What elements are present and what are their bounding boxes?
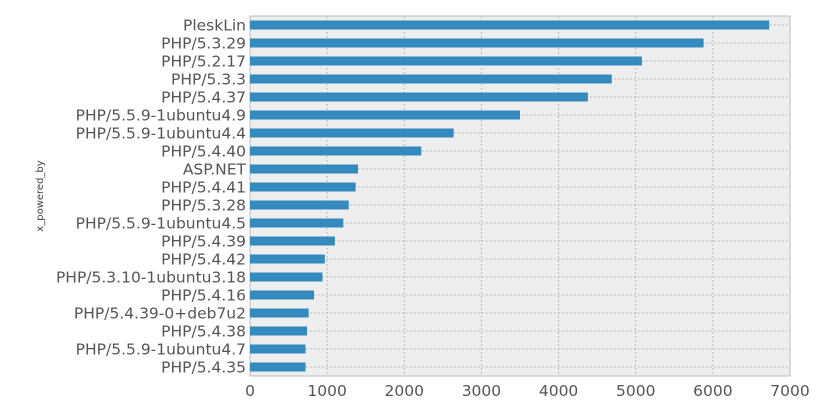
bar (250, 20, 770, 30)
bar (250, 164, 358, 174)
bar (250, 200, 349, 210)
category-label: PHP/5.4.38 (161, 323, 246, 341)
category-label: PHP/5.3.29 (161, 35, 246, 53)
bar (250, 182, 356, 192)
x-tick-label: 0 (245, 382, 255, 400)
bar (250, 308, 309, 318)
bars (250, 20, 770, 372)
bar (250, 38, 704, 48)
category-label: PHP/5.4.40 (161, 143, 246, 161)
category-label: PHP/5.4.37 (161, 89, 246, 107)
category-label: ASP.NET (183, 161, 247, 179)
x-tick-label: 5000 (616, 382, 655, 400)
category-label: PHP/5.5.9-1ubuntu4.7 (76, 341, 246, 359)
category-labels: PleskLinPHP/5.3.29PHP/5.2.17PHP/5.3.3PHP… (56, 17, 247, 377)
category-label: PHP/5.4.16 (161, 287, 246, 305)
x-tick-label: 3000 (462, 382, 501, 400)
category-label: PHP/5.4.39 (161, 233, 246, 251)
category-label: PHP/5.3.10-1ubuntu3.18 (56, 269, 246, 287)
bar (250, 218, 344, 228)
x-tick-label: 4000 (539, 382, 578, 400)
bar (250, 326, 308, 336)
plot-area (249, 15, 791, 377)
bar (250, 146, 422, 156)
category-label: PHP/5.3.28 (161, 197, 246, 215)
x-tick-label: 7000 (770, 382, 809, 400)
x-tick-label: 1000 (307, 382, 346, 400)
category-label: PHP/5.5.9-1ubuntu4.4 (76, 125, 246, 143)
bar (250, 56, 642, 66)
x-tick-label: 6000 (693, 382, 732, 400)
category-label: PHP/5.4.35 (161, 359, 246, 377)
category-label: PHP/5.5.9-1ubuntu4.9 (76, 107, 246, 125)
category-label: PHP/5.2.17 (161, 53, 246, 71)
bar (250, 344, 306, 354)
bar (250, 254, 325, 264)
category-label: PHP/5.5.9-1ubuntu4.5 (76, 215, 246, 233)
bar (250, 272, 323, 282)
category-label: PHP/5.4.42 (161, 251, 246, 269)
y-axis-label: x_powered_by (35, 160, 46, 231)
category-label: PHP/5.4.41 (161, 179, 246, 197)
bar (250, 290, 315, 300)
bar (250, 74, 612, 84)
category-label: PHP/5.3.3 (171, 71, 246, 89)
category-label: PleskLin (183, 17, 246, 35)
bar (250, 128, 454, 138)
x-tick-label: 2000 (385, 382, 424, 400)
bar (250, 110, 520, 120)
bar (250, 362, 306, 372)
bar (250, 236, 335, 246)
category-label: PHP/5.4.39-0+deb7u2 (74, 305, 246, 323)
x-tick-labels: 0 1000 2000 3000 4000 5000 6000 7000 (245, 382, 810, 400)
bar (250, 92, 588, 102)
